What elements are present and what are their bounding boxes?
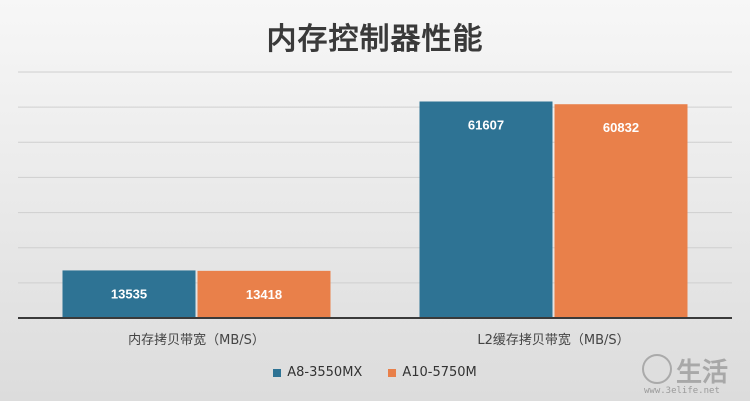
legend-label: A8-3550MX: [287, 365, 363, 380]
legend: A8-3550MX A10-5750M: [0, 365, 750, 380]
watermark-logo-icon: [642, 354, 672, 384]
watermark-url: www.3elife.net: [644, 386, 720, 396]
watermark: 生活 www.3elife.net: [642, 352, 742, 398]
watermark-name: 生活: [676, 358, 729, 388]
data-label: 13535: [111, 286, 147, 301]
data-label: 61607: [468, 117, 504, 132]
x-tick-label: 内存拷贝带宽（MB/S）: [128, 332, 265, 348]
legend-item-series-2: A10-5750M: [388, 365, 477, 380]
legend-label: A10-5750M: [402, 365, 477, 380]
legend-item-series-1: A8-3550MX: [273, 365, 362, 380]
bar: [419, 101, 553, 319]
bars: [62, 101, 688, 319]
chart-title: 内存控制器性能: [266, 22, 484, 57]
legend-swatch: [273, 368, 282, 377]
data-label: 60832: [603, 120, 639, 135]
bar: [554, 104, 688, 319]
legend-swatch: [388, 368, 397, 377]
x-tick-label: L2缓存拷贝带宽（MB/S）: [477, 332, 629, 348]
x-axis: 内存拷贝带宽（MB/S） L2缓存拷贝带宽（MB/S）: [18, 317, 732, 348]
bar: [62, 270, 196, 318]
bar: [197, 270, 331, 318]
data-labels: 13535 13418 61607 60832: [111, 117, 639, 301]
data-label: 13418: [246, 287, 282, 302]
